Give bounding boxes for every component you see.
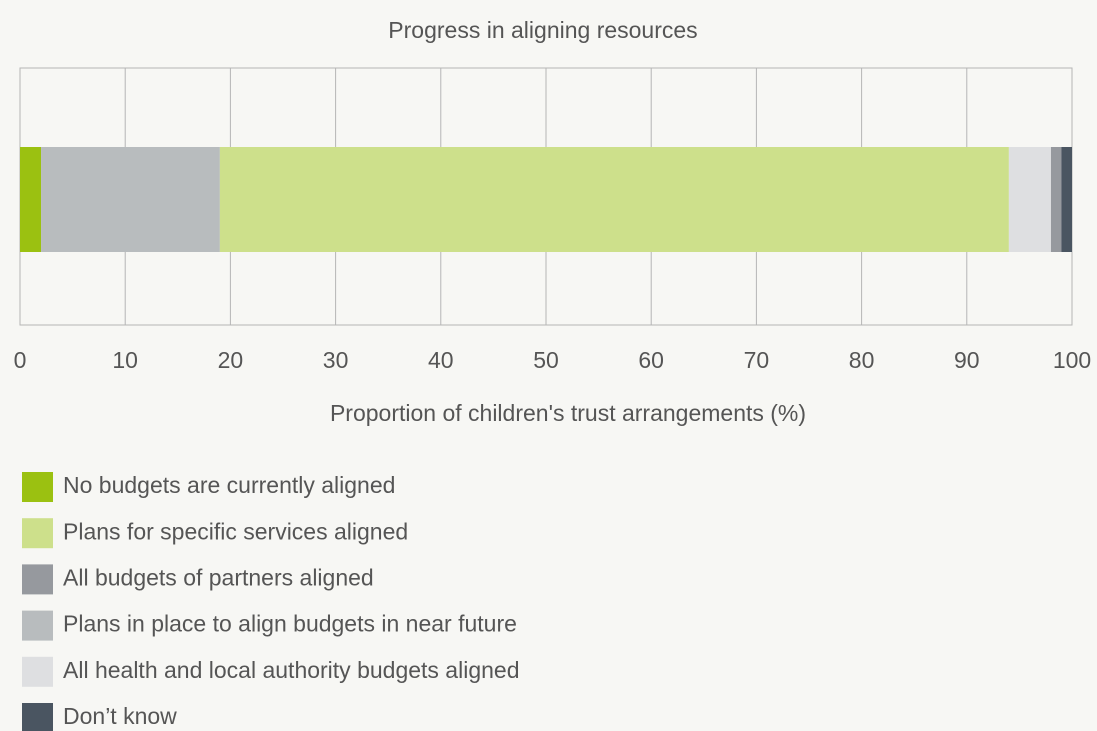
bar-segment bbox=[219, 147, 1009, 252]
legend-label: Don’t know bbox=[63, 703, 177, 729]
x-tick-label: 50 bbox=[533, 347, 559, 373]
x-tick-label: 60 bbox=[638, 347, 664, 373]
legend-swatch bbox=[22, 656, 53, 687]
bar-segment bbox=[1061, 147, 1072, 252]
x-tick-label: 70 bbox=[744, 347, 770, 373]
x-tick-label: 40 bbox=[428, 347, 454, 373]
x-axis-label: Proportion of children's trust arrangeme… bbox=[330, 400, 806, 426]
x-tick-label: 30 bbox=[323, 347, 349, 373]
bar-segment bbox=[20, 147, 42, 252]
x-tick-label: 100 bbox=[1053, 347, 1091, 373]
legend-label: Plans for specific services aligned bbox=[63, 518, 408, 544]
x-tick-label: 90 bbox=[954, 347, 980, 373]
bar-segment bbox=[1050, 147, 1062, 252]
x-tick-label: 10 bbox=[112, 347, 138, 373]
legend-swatch bbox=[22, 472, 53, 502]
x-tick-label: 0 bbox=[14, 347, 27, 373]
chart-title: Progress in aligning resources bbox=[388, 17, 697, 43]
legend-label: No budgets are currently aligned bbox=[63, 472, 395, 498]
legend-swatch bbox=[22, 703, 53, 731]
x-tick-label: 80 bbox=[849, 347, 875, 373]
x-tick-label: 20 bbox=[218, 347, 244, 373]
legend-label: All health and local authority budgets a… bbox=[63, 657, 520, 683]
bar-segment bbox=[1008, 147, 1051, 252]
legend-swatch bbox=[22, 518, 53, 549]
bar-segment bbox=[41, 147, 220, 252]
legend-swatch bbox=[22, 564, 53, 595]
legend-swatch bbox=[22, 610, 53, 641]
legend-label: Plans in place to align budgets in near … bbox=[63, 611, 517, 637]
legend-label: All budgets of partners aligned bbox=[63, 564, 374, 590]
